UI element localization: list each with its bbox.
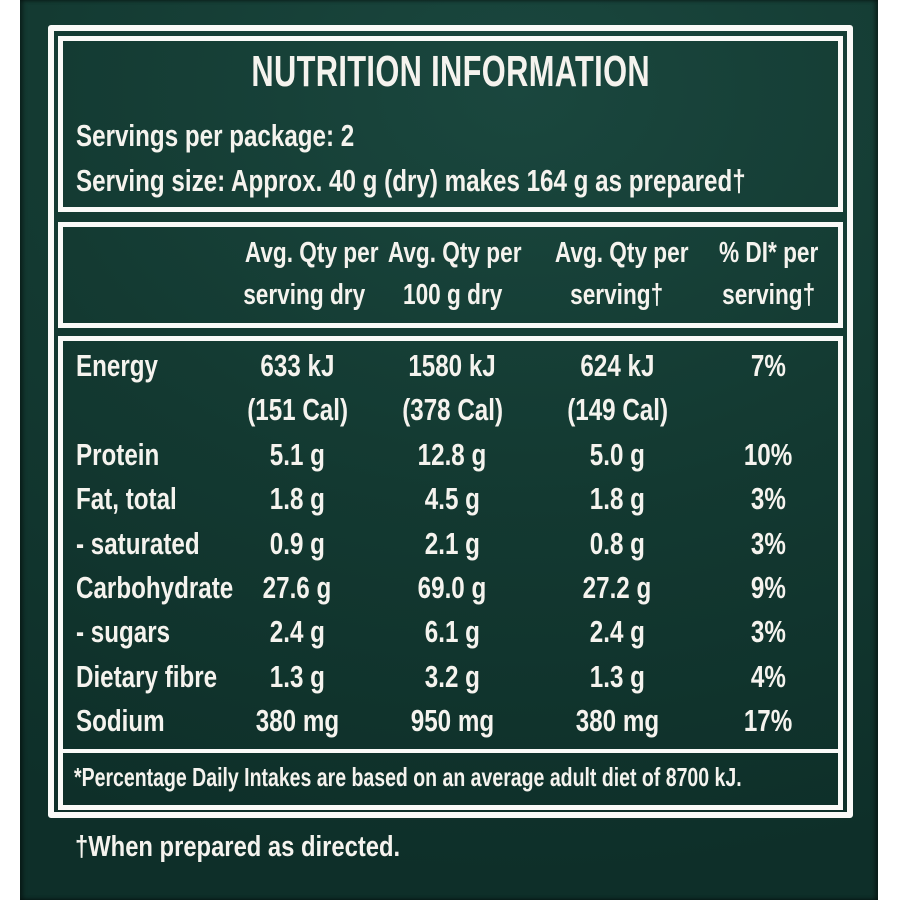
servings-per-package-line: Servings per package: 2 xyxy=(76,118,355,153)
value-cell: 4.5 g xyxy=(424,481,480,517)
column-header-1: Avg. Qty per serving dry xyxy=(242,237,379,311)
daily-intake-cell: 17% xyxy=(744,703,793,739)
value-cell: 69.0 g xyxy=(418,569,487,605)
table-row: Dietary fibre 1.3 g 3.2 g 1.3 g 4% xyxy=(63,655,838,699)
nutrient-label: Carbohydrate xyxy=(76,569,234,605)
value-cell: 1.3 g xyxy=(269,658,325,694)
intro-box: NUTRITION INFORMATION Servings per packa… xyxy=(58,36,843,212)
value-cell: 1.3 g xyxy=(589,658,645,694)
nutrient-label: Protein xyxy=(76,436,160,472)
nutrient-label: Sodium xyxy=(76,703,165,739)
value-cell: 1580 kJ (378 Cal) xyxy=(402,348,503,428)
nutrition-label-panel: NUTRITION INFORMATION Servings per packa… xyxy=(20,0,878,900)
table-row: Fat, total 1.8 g 4.5 g 1.8 g 3% xyxy=(63,477,838,521)
table-row: - saturated 0.9 g 2.1 g 0.8 g 3% xyxy=(63,522,838,566)
column-headers-row: Avg. Qty per serving dry Avg. Qty per 100 g… xyxy=(63,227,838,316)
table-row: - sugars 2.4 g 6.1 g 2.4 g 3% xyxy=(63,610,838,654)
nutrient-table-body: Energy 633 kJ (151 Cal) 1580 kJ (378 Cal) 624… xyxy=(63,341,838,744)
table-row: Energy 633 kJ (151 Cal) 1580 kJ (378 Cal) 624… xyxy=(63,344,838,433)
footnote-divider xyxy=(63,748,838,753)
value-cell: 0.8 g xyxy=(589,525,645,561)
column-header-4: % DI* per serving† xyxy=(718,237,818,311)
value-cell: 380 mg xyxy=(575,703,659,739)
value-cell: 380 mg xyxy=(255,703,340,739)
column-header-2: Avg. Qty per 100 g dry xyxy=(387,237,522,311)
value-cell: 3.2 g xyxy=(424,658,480,694)
daily-intake-cell: 4% xyxy=(750,658,786,694)
value-cell: 624 kJ (149 Cal) xyxy=(566,348,668,428)
table-row: Sodium 380 mg 950 mg 380 mg 17% xyxy=(63,699,838,743)
value-cell: 1.8 g xyxy=(589,481,645,517)
value-cell: 633 kJ (151 Cal) xyxy=(247,348,348,428)
nutrient-table-box: Energy 633 kJ (151 Cal) 1580 kJ (378 Cal) 624… xyxy=(58,336,843,810)
value-cell: 6.1 g xyxy=(424,614,480,650)
column-header-3: Avg. Qty per serving† xyxy=(554,237,689,311)
nutrient-label: - sugars xyxy=(76,614,171,650)
prepared-footnote: †When prepared as directed. xyxy=(75,831,401,863)
value-cell: 2.4 g xyxy=(269,614,325,650)
header-spacer xyxy=(63,232,226,316)
value-cell: 1.8 g xyxy=(269,481,325,517)
daily-intake-cell: 3% xyxy=(750,525,786,561)
value-cell: 5.1 g xyxy=(269,436,325,472)
value-cell: 0.9 g xyxy=(269,525,325,561)
value-cell: 2.4 g xyxy=(589,614,645,650)
value-cell: 12.8 g xyxy=(418,436,487,472)
nutrient-label: Fat, total xyxy=(76,481,177,517)
value-cell: 27.6 g xyxy=(263,569,332,605)
daily-intake-cell: 3% xyxy=(750,614,786,650)
value-cell: 950 mg xyxy=(410,703,495,739)
daily-intake-cell: 3% xyxy=(750,481,786,517)
serving-size-line: Serving size: Approx. 40 g (dry) makes 1… xyxy=(76,163,746,198)
daily-intake-footnote: *Percentage Daily Intakes are based on a… xyxy=(74,761,742,792)
serving-info: Servings per package: 2 Serving size: Ap… xyxy=(63,113,838,203)
nutrient-label: - saturated xyxy=(76,525,200,561)
panel-title: NUTRITION INFORMATION xyxy=(251,47,650,96)
daily-intake-cell: 7% xyxy=(750,348,786,383)
table-row: Protein 5.1 g 12.8 g 5.0 g 10% xyxy=(63,433,838,477)
column-headers-box: Avg. Qty per serving dry Avg. Qty per 100 g… xyxy=(58,222,843,328)
daily-intake-cell: 10% xyxy=(744,436,793,472)
nutrient-label: Dietary fibre xyxy=(76,658,218,694)
value-cell: 2.1 g xyxy=(424,525,480,561)
value-cell: 5.0 g xyxy=(589,436,645,472)
outer-frame: NUTRITION INFORMATION Servings per packa… xyxy=(48,25,853,818)
daily-intake-cell: 9% xyxy=(750,569,786,605)
table-row: Carbohydrate 27.6 g 69.0 g 27.2 g 9% xyxy=(63,566,838,610)
nutrient-label: Energy xyxy=(76,348,158,383)
value-cell: 27.2 g xyxy=(582,569,652,605)
